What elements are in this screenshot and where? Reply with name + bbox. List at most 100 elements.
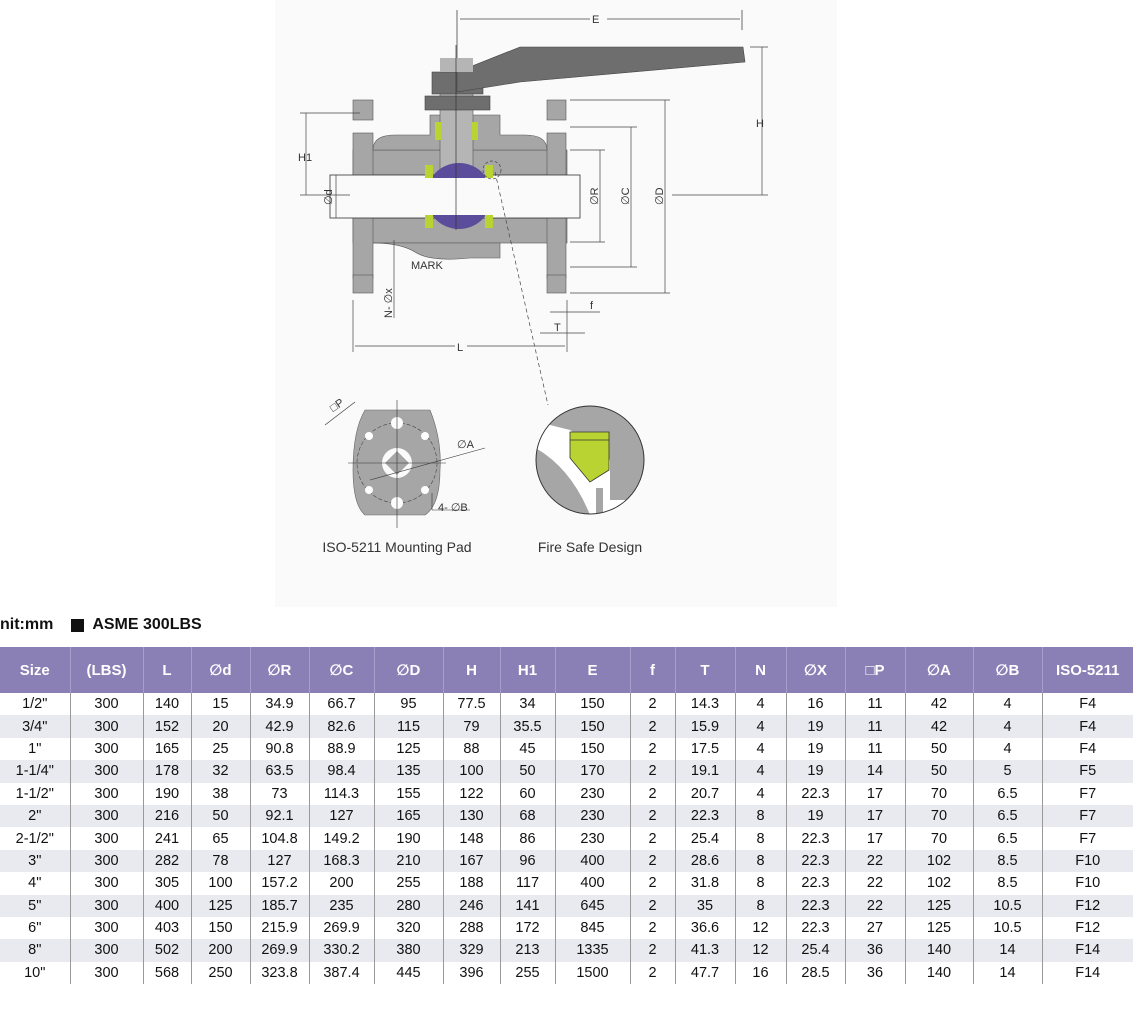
table-cell: 150	[554, 715, 630, 738]
table-cell: 12	[734, 916, 786, 940]
table-cell: 47.7	[674, 961, 735, 985]
table-cell: 31.8	[674, 872, 735, 895]
table-cell: 98.4	[308, 760, 374, 783]
table-cell: 250	[190, 961, 250, 985]
table-cell: 280	[373, 894, 443, 917]
table-cell: 22.3	[785, 894, 845, 917]
table-cell: 400	[554, 872, 630, 895]
table-cell: 10.5	[972, 894, 1042, 917]
table-cell: 568	[142, 961, 191, 985]
unit-label: nit:mm	[0, 616, 54, 633]
table-cell: 170	[554, 760, 630, 783]
table-cell: 82.6	[308, 715, 374, 738]
table-cell: 14	[972, 961, 1042, 985]
table-cell: 11	[844, 715, 905, 738]
table-cell: 2	[629, 894, 675, 917]
table-cell: F7	[1041, 804, 1133, 828]
table-cell: 2	[629, 916, 675, 940]
table-cell: 387.4	[308, 961, 374, 985]
table-cell: 1/2"	[22, 696, 48, 713]
table-cell: 70	[904, 782, 973, 805]
table-cell: 2-1/2"	[15, 830, 54, 847]
table-cell: 396	[442, 961, 500, 985]
table-row: 6" 300 403 150 215.9 269.9 320 288 172 845 2 36.6 12…	[0, 916, 1133, 940]
label-D: ∅D	[654, 187, 666, 205]
table-cell: 150	[554, 737, 630, 761]
column-header: ∅X	[785, 647, 845, 693]
table-cell: 300	[69, 827, 143, 850]
table-cell: 230	[554, 827, 630, 850]
table-cell: 79	[442, 715, 500, 738]
table-cell: 42.9	[249, 715, 309, 738]
table-cell: 20.7	[674, 782, 735, 805]
table-cell: 36	[844, 961, 905, 985]
table-cell: 16	[785, 693, 845, 716]
table-cell: 8	[734, 894, 786, 917]
table-cell: 140	[142, 693, 191, 716]
table-cell: 50	[190, 804, 250, 828]
table-cell: 140	[904, 961, 973, 985]
table-cell: 210	[373, 849, 443, 873]
table-cell: 380	[373, 939, 443, 962]
table-cell: 3/4"	[0, 715, 70, 738]
table-cell: 25.4	[785, 939, 845, 962]
table-cell: 4	[972, 715, 1042, 738]
table-cell: 17	[844, 782, 905, 805]
column-header: L	[142, 647, 191, 693]
table-cell: 5"	[0, 894, 70, 917]
table-cell: 269.9	[308, 916, 374, 940]
table-cell: F7	[1041, 827, 1133, 850]
table-cell: 2"	[0, 804, 70, 828]
table-cell: 1"	[28, 740, 42, 757]
label-d: ∅d	[323, 189, 335, 205]
table-cell: 22.3	[785, 849, 845, 873]
table-cell: 104.8	[249, 827, 309, 850]
table-cell: 42	[904, 693, 973, 716]
table-cell: 8	[734, 872, 786, 895]
table-cell: 117	[499, 872, 555, 895]
table-cell: 27	[844, 916, 905, 940]
table-cell: 32	[190, 760, 250, 783]
table-cell: F12	[1041, 916, 1133, 940]
table-cell: 20	[190, 715, 250, 738]
table-cell: 141	[499, 894, 555, 917]
table-row: 3" 300 282 78 127 168.3 210 167 96 400 2 28.6 8 22.3 2…	[0, 849, 1133, 873]
table-cell: 300	[69, 760, 143, 783]
column-header: T	[674, 647, 735, 693]
table-cell: 96	[499, 849, 555, 873]
table-row: 3/4" 300 152 20 42.9 82.6 115 79 35.5 150 2 15.9 4 19…	[0, 715, 1133, 738]
table-cell: F7	[1041, 782, 1133, 805]
column-header: ∅D	[373, 647, 443, 693]
table-cell: 300	[69, 782, 143, 805]
table-cell: 2	[629, 849, 675, 873]
column-header: ∅B	[972, 647, 1042, 693]
table-cell: 34.9	[249, 693, 309, 716]
table-cell: 19	[785, 737, 845, 761]
table-cell: 8	[734, 804, 786, 828]
table-cell: 10.5	[972, 916, 1042, 940]
table-cell: 300	[69, 916, 143, 940]
table-cell: 68	[499, 804, 555, 828]
table-cell: 185.7	[249, 894, 309, 917]
lever-handle	[424, 46, 746, 111]
table-cell: F5	[1041, 760, 1133, 783]
table-cell: 2	[629, 760, 675, 783]
table-cell: 2	[629, 693, 675, 716]
column-header: ISO-5211	[1041, 647, 1133, 693]
table-cell: 25.4	[674, 827, 735, 850]
table-cell: 8.5	[972, 872, 1042, 895]
table-cell: 60	[499, 782, 555, 805]
table-cell: 2	[629, 804, 675, 828]
table-cell: 140	[904, 939, 973, 962]
label-L: L	[457, 342, 463, 354]
column-header: H	[442, 647, 500, 693]
table-cell: 149.2	[308, 827, 374, 850]
table-cell: 6.5	[972, 782, 1042, 805]
table-cell: F14	[1041, 939, 1133, 962]
table-cell: 845	[554, 916, 630, 940]
table-cell: 16	[734, 961, 786, 985]
table-cell: 2	[629, 872, 675, 895]
table-cell: 17.5	[674, 737, 735, 761]
table-cell: 130	[442, 804, 500, 828]
